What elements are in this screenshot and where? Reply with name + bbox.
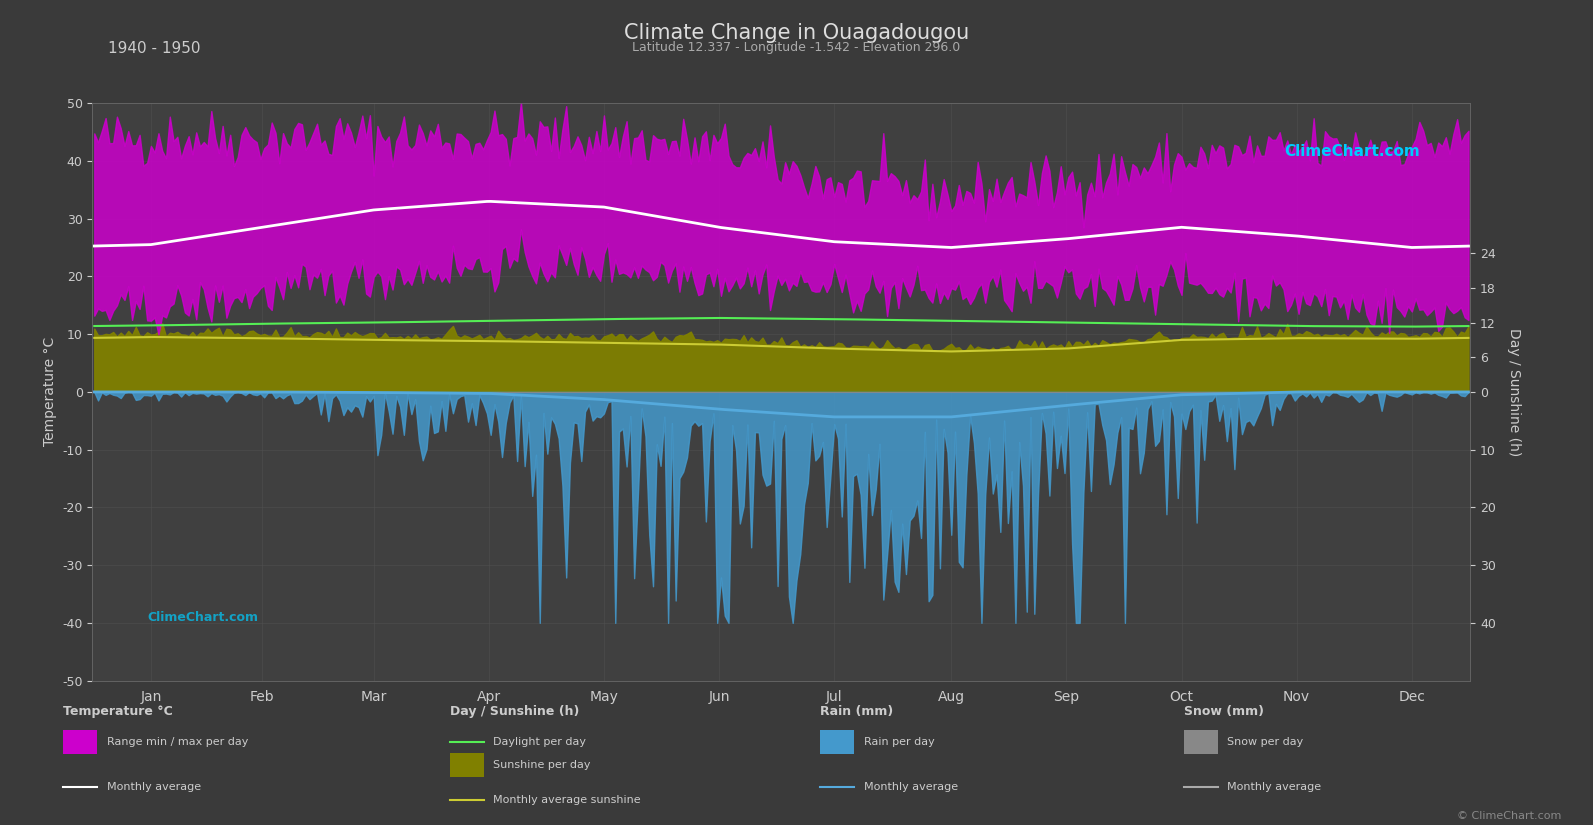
- Text: Latitude 12.337 - Longitude -1.542 - Elevation 296.0: Latitude 12.337 - Longitude -1.542 - Ele…: [632, 41, 961, 54]
- Text: 1940 - 1950: 1940 - 1950: [108, 41, 201, 56]
- Bar: [1184, 730, 1217, 754]
- Text: Range min / max per day: Range min / max per day: [107, 737, 249, 747]
- Text: Rain (mm): Rain (mm): [820, 705, 894, 719]
- Text: Snow (mm): Snow (mm): [1184, 705, 1263, 719]
- Text: Monthly average sunshine: Monthly average sunshine: [492, 795, 640, 805]
- Text: Monthly average: Monthly average: [863, 782, 957, 792]
- Bar: [820, 730, 854, 754]
- Text: Temperature °C: Temperature °C: [64, 705, 174, 719]
- Bar: [64, 730, 97, 754]
- Text: Climate Change in Ouagadougou: Climate Change in Ouagadougou: [624, 23, 969, 43]
- Y-axis label: Temperature °C: Temperature °C: [43, 337, 57, 446]
- Text: Daylight per day: Daylight per day: [492, 737, 586, 747]
- Text: ClimeChart.com: ClimeChart.com: [148, 611, 258, 625]
- Bar: [449, 753, 484, 777]
- Text: Rain per day: Rain per day: [863, 737, 935, 747]
- Y-axis label: Day / Sunshine (h): Day / Sunshine (h): [1507, 328, 1521, 456]
- Text: Monthly average: Monthly average: [1227, 782, 1321, 792]
- Text: Snow per day: Snow per day: [1227, 737, 1303, 747]
- Text: ClimeChart.com: ClimeChart.com: [1284, 144, 1419, 158]
- Text: Day / Sunshine (h): Day / Sunshine (h): [449, 705, 578, 719]
- Text: Sunshine per day: Sunshine per day: [492, 760, 591, 770]
- Text: © ClimeChart.com: © ClimeChart.com: [1456, 811, 1561, 821]
- Text: Monthly average: Monthly average: [107, 782, 201, 792]
